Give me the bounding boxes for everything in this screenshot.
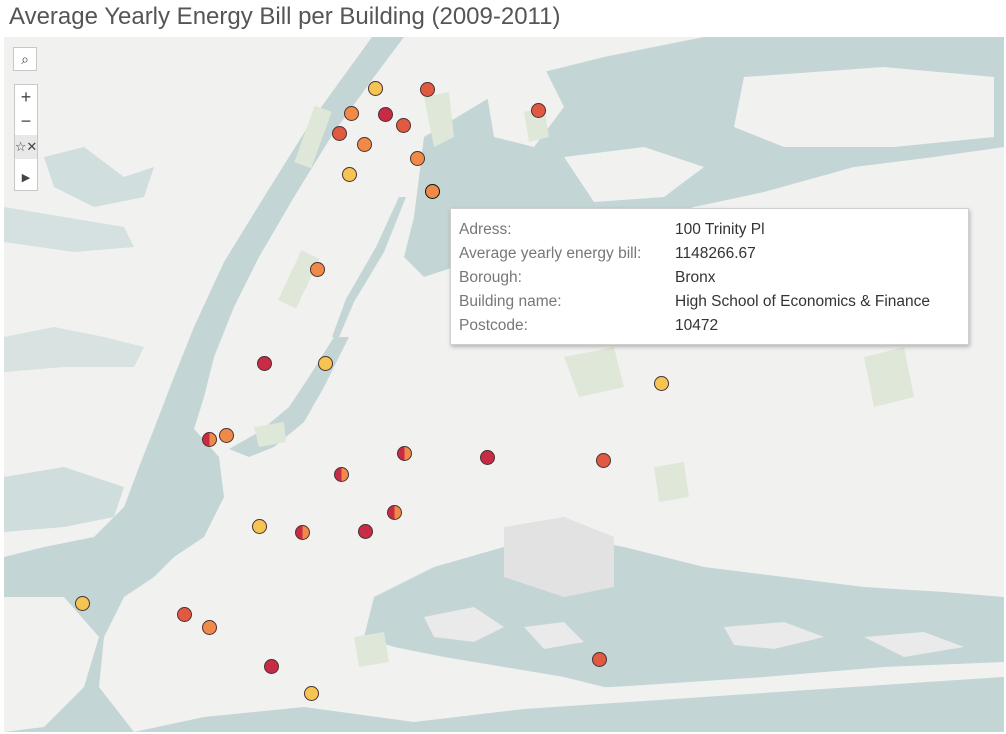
building-marker[interactable] — [479, 449, 495, 465]
play-icon: ▶ — [21, 171, 31, 184]
building-marker[interactable] — [333, 466, 349, 482]
building-marker[interactable] — [331, 125, 347, 141]
tooltip-label: Postcode: — [459, 317, 528, 334]
building-marker[interactable] — [309, 261, 325, 277]
tooltip-value: Bronx — [675, 269, 716, 286]
minus-icon: − — [20, 110, 32, 131]
plus-icon: + — [20, 86, 32, 107]
building-marker[interactable] — [424, 183, 440, 199]
building-marker[interactable] — [419, 81, 435, 97]
map-canvas[interactable]: ⌕ + − ☆✕ ▶ — [4, 37, 1004, 732]
building-marker[interactable] — [530, 102, 546, 118]
building-marker[interactable] — [256, 355, 272, 371]
tooltip: Adress: 100 Trinity Pl Average yearly en… — [450, 208, 969, 345]
search-icon: ⌕ — [21, 51, 29, 67]
building-marker[interactable] — [303, 685, 319, 701]
zoom-out-button[interactable]: − — [15, 109, 37, 133]
building-marker[interactable] — [386, 504, 402, 520]
building-marker[interactable] — [317, 355, 333, 371]
building-marker[interactable] — [395, 117, 411, 133]
building-marker[interactable] — [356, 136, 372, 152]
building-marker[interactable] — [591, 651, 607, 667]
building-marker[interactable] — [653, 375, 669, 391]
building-marker[interactable] — [396, 445, 412, 461]
building-marker[interactable] — [201, 431, 217, 447]
building-marker[interactable] — [218, 427, 234, 443]
zoom-in-button[interactable]: + — [15, 85, 37, 109]
building-marker[interactable] — [74, 595, 90, 611]
building-marker[interactable] — [367, 80, 383, 96]
map-search-button[interactable]: ⌕ — [13, 47, 37, 71]
tooltip-value: 1148266.67 — [675, 245, 756, 262]
building-marker[interactable] — [343, 105, 359, 121]
tooltip-value: 100 Trinity Pl — [675, 221, 765, 238]
basemap — [4, 37, 1004, 732]
tooltip-label: Borough: — [459, 269, 522, 286]
map-zoom-controls: + − ☆✕ ▶ — [14, 84, 38, 191]
building-marker[interactable] — [251, 518, 267, 534]
hudson-river — [154, 37, 404, 429]
building-marker[interactable] — [377, 106, 393, 122]
tooltip-label: Building name: — [459, 293, 562, 310]
pan-select-button[interactable]: ☆✕ — [15, 135, 37, 159]
building-marker[interactable] — [294, 524, 310, 540]
tooltip-value: 10472 — [675, 317, 719, 334]
building-marker[interactable] — [595, 452, 611, 468]
tooltip-value: High School of Economics & Finance — [675, 293, 931, 310]
tooltip-label: Average yearly energy bill: — [459, 245, 642, 262]
building-marker[interactable] — [263, 658, 279, 674]
tooltip-label: Adress: — [459, 221, 512, 238]
building-marker[interactable] — [176, 606, 192, 622]
building-marker[interactable] — [357, 523, 373, 539]
building-marker[interactable] — [201, 619, 217, 635]
expand-toolbar-button[interactable]: ▶ — [15, 165, 37, 189]
building-marker[interactable] — [409, 150, 425, 166]
pan-select-icon: ☆✕ — [14, 139, 38, 154]
atlantic-ocean — [134, 677, 1004, 732]
building-marker[interactable] — [341, 166, 357, 182]
page-title: Average Yearly Energy Bill per Building … — [9, 3, 561, 30]
